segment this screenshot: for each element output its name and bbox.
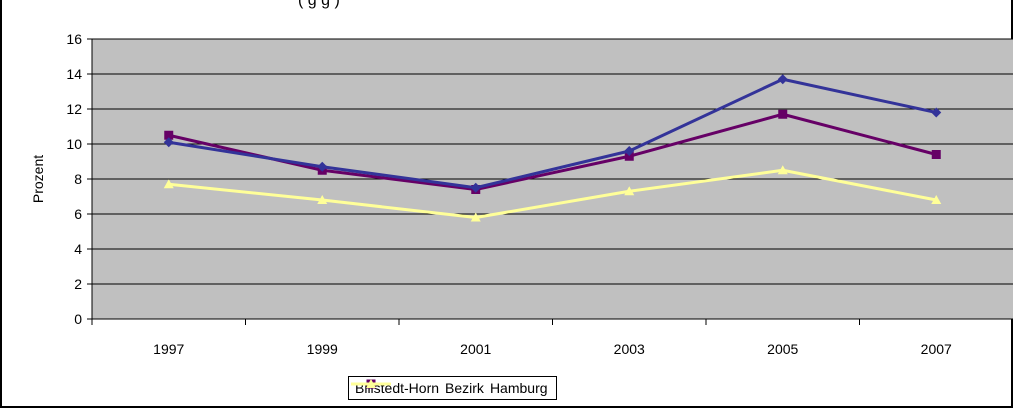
y-tick-label: 6	[74, 206, 82, 222]
series-line-billstedt-horn	[168, 77, 937, 190]
y-tick-label: 14	[66, 66, 82, 82]
y-tick-label: 12	[66, 101, 82, 117]
data-point-billstedt-horn	[317, 161, 328, 172]
legend-swatch-hamburg	[351, 379, 391, 388]
chart-title-fragment: ( g g )	[298, 0, 340, 9]
y-axis-title: Prozent	[30, 155, 46, 203]
gridlines	[92, 38, 1013, 285]
series-hamburg	[163, 165, 942, 222]
data-point-billstedt-horn	[931, 107, 942, 118]
data-point-billstedt-horn	[624, 146, 635, 156]
series-line-hamburg	[168, 168, 937, 219]
data-point-hamburg	[624, 186, 635, 196]
y-tick-label: 16	[66, 31, 82, 47]
legend-marker-hamburg	[366, 379, 376, 388]
data-point-bezirk	[778, 109, 788, 119]
y-tick-label: 0	[74, 311, 82, 327]
data-point-bezirk	[624, 151, 634, 161]
x-tick-label: 1999	[307, 341, 338, 357]
legend-item-hamburg: Hamburg	[351, 379, 550, 396]
x-tick-label: 2005	[767, 341, 798, 357]
x-tick-label: 2003	[614, 341, 645, 357]
legend-label-hamburg: Hamburg	[489, 380, 548, 396]
data-point-bezirk	[931, 150, 941, 159]
y-tick-label: 4	[74, 241, 82, 257]
legend-label-bezirk: Bezirk	[445, 380, 484, 396]
data-point-hamburg	[931, 195, 942, 204]
series-billstedt-horn	[163, 74, 942, 193]
legend-item-bezirk: Bezirk	[351, 379, 486, 396]
y-tick-label: 10	[66, 136, 82, 152]
data-point-hamburg	[163, 179, 174, 189]
x-tick-label: 2007	[921, 341, 952, 357]
series-lines	[163, 74, 942, 222]
y-tick-label: 8	[74, 171, 82, 187]
data-point-hamburg	[317, 195, 328, 204]
legend: Billstedt-Horn Bezirk Hamburg	[348, 376, 557, 400]
y-tick-label: 2	[74, 276, 82, 292]
data-point-billstedt-horn	[163, 137, 174, 148]
data-point-hamburg	[777, 165, 788, 175]
data-point-bezirk	[164, 130, 174, 140]
data-point-hamburg	[470, 212, 481, 222]
x-tick-label: 1997	[153, 341, 184, 357]
data-point-billstedt-horn	[777, 74, 788, 85]
data-point-billstedt-horn	[470, 182, 481, 193]
series-line-bezirk	[168, 112, 937, 191]
axes: 0 2 4 6 8 10 12 14 16 1997 1999 2001 2003 2005 2007	[66, 31, 1013, 357]
x-tick-label: 2001	[460, 341, 491, 357]
